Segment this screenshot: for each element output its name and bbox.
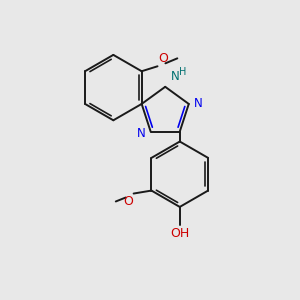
Text: OH: OH: [170, 227, 189, 240]
Text: N: N: [137, 127, 146, 140]
Text: O: O: [123, 194, 133, 208]
Text: N: N: [171, 70, 180, 83]
Text: H: H: [179, 67, 187, 77]
Text: O: O: [158, 52, 168, 65]
Text: N: N: [194, 98, 203, 110]
